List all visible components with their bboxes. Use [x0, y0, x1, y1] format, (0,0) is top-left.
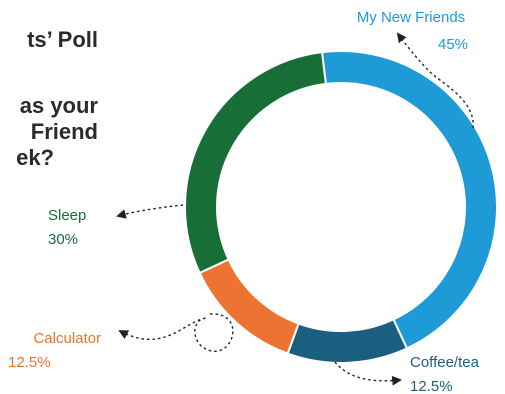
heading-line-4: ek?: [16, 145, 54, 170]
label-sleep: Sleep: [48, 207, 86, 224]
leader-my-new-friends: [396, 32, 474, 129]
value-label-my-new-friends: 45%: [438, 36, 468, 53]
leader-sleep: [116, 204, 184, 219]
value-label-sleep: 30%: [48, 231, 78, 248]
label-calculator: Calculator: [33, 330, 101, 347]
leader-coffee: [334, 361, 402, 386]
heading-line-1: ts’ Poll: [27, 27, 98, 52]
donut-slice-coffee-tea: [286, 318, 409, 364]
label-my-new-friends: My New Friends: [357, 9, 465, 26]
value-label-calculator: 12.5%: [8, 354, 51, 371]
donut-slice-calculator: [198, 258, 300, 355]
value-label-coffee-tea: 12.5%: [410, 378, 453, 394]
heading-line-3: Friend: [30, 119, 98, 144]
donut-slice-sleep: [184, 51, 328, 275]
leader-calculator: [118, 313, 234, 352]
label-coffee-tea: Coffee/tea: [410, 354, 480, 371]
donut-slice-my-new-friends: [320, 50, 498, 350]
heading-line-2: as your: [19, 93, 98, 118]
